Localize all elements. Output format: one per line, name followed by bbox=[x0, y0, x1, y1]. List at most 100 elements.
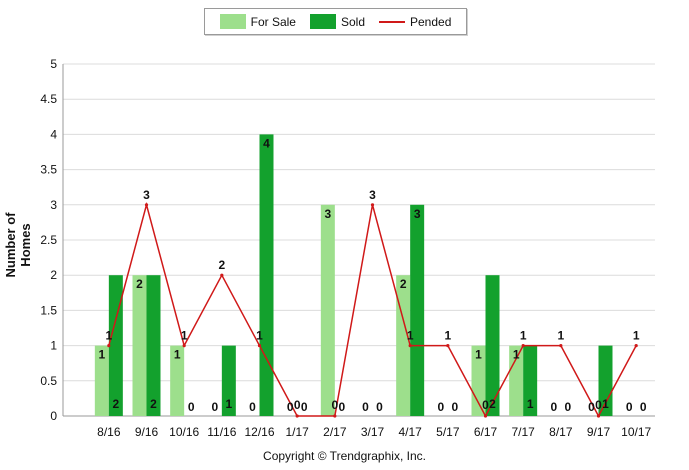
x-tick-label: 11/16 bbox=[207, 425, 236, 439]
legend-item-sold: Sold bbox=[309, 14, 365, 29]
data-label-sold: 3 bbox=[414, 207, 421, 221]
x-tick-label: 5/17 bbox=[436, 425, 460, 439]
bar-sold bbox=[485, 275, 500, 416]
data-label-pended: 1 bbox=[181, 329, 188, 343]
data-label-sold: 2 bbox=[489, 397, 496, 411]
legend-label-pended: Pended bbox=[410, 14, 452, 29]
data-label-for-sale: 0 bbox=[626, 400, 633, 414]
y-tick-label: 4 bbox=[50, 127, 57, 141]
data-label-pended: 1 bbox=[557, 329, 564, 343]
data-label-for-sale: 0 bbox=[249, 400, 256, 414]
data-label-pended: 1 bbox=[407, 329, 414, 343]
x-tick-label: 1/17 bbox=[285, 425, 309, 439]
pended-point bbox=[521, 344, 525, 348]
data-label-pended: 0 bbox=[595, 398, 602, 412]
y-tick-label: 2 bbox=[50, 268, 57, 282]
data-label-for-sale: 0 bbox=[437, 400, 444, 414]
bar-for-sale bbox=[471, 345, 486, 416]
pended-point bbox=[257, 344, 262, 348]
x-tick-label: 9/17 bbox=[587, 425, 611, 439]
x-tick-label: 9/16 bbox=[135, 425, 159, 439]
pended-point bbox=[483, 414, 488, 418]
data-label-sold: 0 bbox=[640, 400, 647, 414]
data-label-sold: 0 bbox=[451, 400, 458, 414]
bar-sold bbox=[523, 345, 538, 416]
x-tick-label: 2/17 bbox=[323, 425, 347, 439]
y-tick-label: 0 bbox=[50, 409, 57, 423]
bar-sold bbox=[146, 275, 161, 416]
pended-point bbox=[144, 203, 149, 207]
data-label-for-sale: 0 bbox=[588, 400, 595, 414]
pended-point bbox=[634, 344, 638, 348]
pended-point bbox=[596, 414, 601, 418]
y-tick-label: 5 bbox=[50, 57, 57, 71]
bar-sold bbox=[221, 345, 236, 416]
y-tick-label: 0.5 bbox=[40, 374, 57, 388]
data-label-pended: 3 bbox=[143, 188, 150, 202]
bar-sold bbox=[259, 134, 274, 416]
pended-point bbox=[295, 414, 299, 418]
bar-for-sale bbox=[94, 345, 109, 416]
pended-point bbox=[107, 344, 111, 348]
data-label-for-sale: 0 bbox=[362, 400, 369, 414]
data-label-for-sale: 0 bbox=[550, 400, 557, 414]
legend-label-for-sale: For Sale bbox=[250, 14, 296, 29]
x-tick-label: 10/17 bbox=[621, 425, 651, 439]
bar-for-sale bbox=[396, 275, 411, 416]
bar-sold bbox=[598, 345, 613, 416]
y-tick-label: 4.5 bbox=[40, 92, 57, 106]
y-tick-label: 1 bbox=[50, 339, 57, 353]
pended-point bbox=[333, 414, 337, 418]
copyright-text: Copyright © Trendgraphix, Inc. bbox=[263, 449, 426, 463]
x-tick-label: 3/17 bbox=[361, 425, 385, 439]
data-label-sold: 0 bbox=[376, 400, 383, 414]
data-label-sold: 0 bbox=[188, 400, 195, 414]
bar-for-sale bbox=[132, 275, 147, 416]
x-tick-label: 4/17 bbox=[398, 425, 422, 439]
data-label-pended: 1 bbox=[520, 329, 527, 343]
pended-point bbox=[559, 344, 563, 348]
data-label-for-sale: 3 bbox=[324, 207, 331, 221]
y-tick-label: 3.5 bbox=[40, 163, 57, 177]
legend-label-sold: Sold bbox=[340, 14, 365, 29]
pended-point bbox=[370, 203, 375, 207]
data-label-pended: 1 bbox=[256, 329, 263, 343]
bar-for-sale bbox=[170, 345, 185, 416]
bar-sold bbox=[410, 204, 425, 416]
x-tick-label: 6/17 bbox=[474, 425, 498, 439]
bar-for-sale bbox=[509, 345, 524, 416]
legend-swatch-for-sale bbox=[219, 14, 246, 29]
pended-point bbox=[408, 344, 412, 348]
x-tick-label: 8/17 bbox=[549, 425, 573, 439]
bar-for-sale bbox=[320, 204, 335, 416]
pended-point bbox=[182, 344, 186, 348]
data-label-sold: 1 bbox=[602, 397, 609, 411]
data-label-sold: 0 bbox=[301, 400, 308, 414]
data-label-pended: 0 bbox=[331, 398, 338, 412]
legend-item-for-sale: For Sale bbox=[219, 14, 296, 29]
data-label-for-sale: 0 bbox=[287, 400, 294, 414]
data-label-pended: 0 bbox=[294, 398, 301, 412]
data-label-sold: 1 bbox=[225, 397, 232, 411]
legend-swatch-sold bbox=[309, 14, 336, 29]
data-label-pended: 0 bbox=[482, 398, 489, 412]
pended-point bbox=[446, 344, 450, 348]
data-label-sold: 0 bbox=[338, 400, 345, 414]
data-label-sold: 2 bbox=[112, 397, 119, 411]
x-tick-label: 10/16 bbox=[169, 425, 199, 439]
data-label-for-sale: 1 bbox=[174, 348, 181, 362]
x-tick-label: 8/16 bbox=[97, 425, 121, 439]
data-label-for-sale: 2 bbox=[400, 277, 407, 291]
data-label-for-sale: 1 bbox=[475, 348, 482, 362]
data-label-for-sale: 1 bbox=[513, 348, 520, 362]
data-label-pended: 3 bbox=[369, 188, 376, 202]
pended-point bbox=[220, 273, 224, 277]
y-tick-label: 3 bbox=[50, 198, 57, 212]
data-label-for-sale: 2 bbox=[136, 277, 143, 291]
legend-swatch-pended bbox=[379, 20, 405, 23]
data-label-sold: 0 bbox=[564, 400, 571, 414]
data-label-pended: 2 bbox=[218, 258, 225, 272]
y-tick-label: 1.5 bbox=[40, 303, 57, 317]
